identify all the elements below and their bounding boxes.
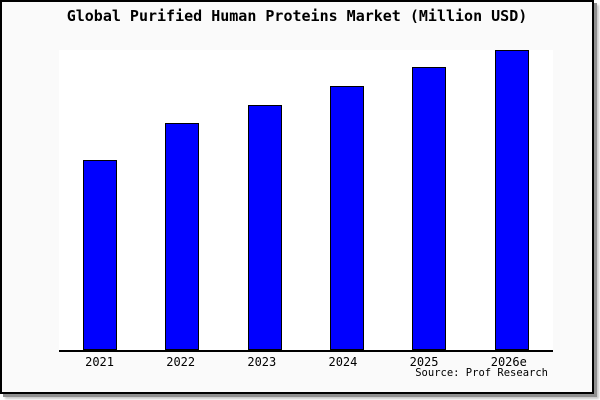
x-tick-label-2023: 2023 [247, 355, 277, 369]
bar-2021 [83, 160, 118, 350]
chart-title: Global Purified Human Proteins Market (M… [66, 7, 528, 25]
x-axis-labels: 2021 2022 2023 2024 2025 2026e [59, 355, 553, 369]
plot-area [59, 50, 553, 352]
bar-2022 [165, 123, 200, 350]
x-tick-label-2025: 2025 [409, 355, 439, 369]
x-tick-label-2024: 2024 [328, 355, 358, 369]
bar-2023 [247, 105, 282, 350]
bar-2026e [494, 50, 529, 350]
source-label: Source: Prof Research [415, 367, 548, 379]
x-tick-label-2021: 2021 [85, 355, 115, 369]
bar-2025 [412, 67, 447, 350]
x-tick-label-2026e: 2026e [490, 355, 527, 369]
x-tick-label-2022: 2022 [166, 355, 196, 369]
bar-2024 [330, 86, 365, 350]
